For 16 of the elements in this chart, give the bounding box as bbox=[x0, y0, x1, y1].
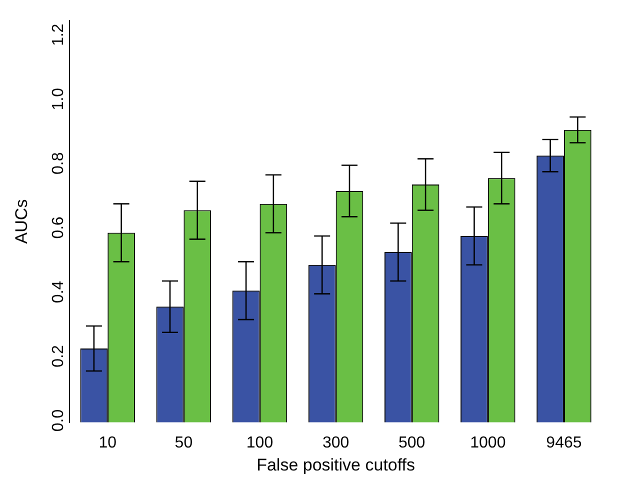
x-tick-label: 300 bbox=[322, 434, 350, 452]
y-tick-label: 1.2 bbox=[50, 24, 68, 46]
y-tick-label: 0.6 bbox=[50, 216, 68, 239]
x-tick-label: 500 bbox=[398, 434, 426, 452]
y-tick-label: 0.0 bbox=[50, 409, 68, 432]
y-tick-label: 0.4 bbox=[50, 280, 68, 304]
x-axis-title: False positive cutoffs bbox=[256, 455, 416, 474]
y-axis-title: AUCs bbox=[12, 199, 31, 244]
x-tick-label: 9465 bbox=[546, 434, 582, 452]
x-tick-label: 50 bbox=[174, 434, 193, 452]
x-tick-label: 100 bbox=[246, 434, 274, 452]
x-tick-label: 10 bbox=[98, 434, 117, 452]
y-tick-label: 1.0 bbox=[50, 88, 68, 110]
y-tick-label: 0.2 bbox=[50, 345, 68, 368]
x-tick-label: 1000 bbox=[470, 434, 506, 452]
y-tick-label: 0.8 bbox=[50, 152, 68, 174]
